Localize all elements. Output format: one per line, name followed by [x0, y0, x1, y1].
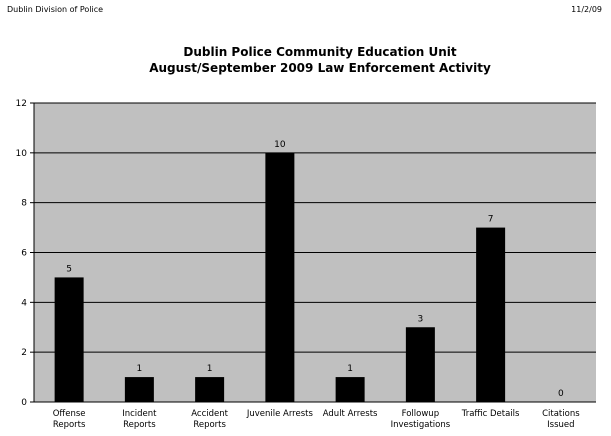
- chart-title: Dublin Police Community Education Unit: [183, 45, 457, 59]
- bar: [405, 327, 435, 402]
- x-tick-label: Adult Arrests: [323, 409, 378, 419]
- data-label: 0: [558, 389, 564, 399]
- header-organization: Dublin Division of Police: [7, 5, 104, 14]
- y-tick-label: 10: [16, 149, 28, 159]
- bar: [195, 377, 225, 402]
- chart-subtitle: August/September 2009 Law Enforcement Ac…: [149, 61, 491, 75]
- x-axis: OffenseReportsIncidentReportsAccidentRep…: [53, 409, 581, 430]
- bar: [265, 152, 295, 402]
- x-tick-label: Accident: [191, 409, 228, 419]
- data-label: 1: [347, 364, 353, 374]
- data-label: 1: [207, 364, 213, 374]
- x-tick-label: Citations: [542, 409, 580, 419]
- x-tick-label: Reports: [193, 420, 226, 430]
- x-tick-label: Issued: [547, 420, 574, 430]
- data-label: 3: [418, 314, 424, 324]
- y-tick-label: 2: [21, 348, 27, 358]
- data-label: 5: [66, 264, 72, 274]
- x-tick-label: Juvenile Arrests: [246, 409, 314, 419]
- bars: 5 1 1 10 1 3 7 0: [54, 140, 564, 402]
- bar: [124, 377, 154, 402]
- y-tick-label: 0: [21, 398, 27, 408]
- x-tick-label: Followup: [402, 409, 439, 419]
- data-label: 7: [488, 215, 494, 225]
- x-tick-label: Incident: [122, 409, 157, 419]
- bar: [476, 227, 506, 402]
- y-tick-label: 6: [21, 249, 27, 259]
- x-tick-label: Traffic Details: [461, 409, 520, 419]
- data-label: 1: [137, 364, 143, 374]
- bar: [54, 277, 84, 402]
- x-tick-label: Investigations: [391, 420, 451, 430]
- y-tick-label: 12: [16, 99, 27, 109]
- y-tick-label: 8: [21, 199, 27, 209]
- header-date: 11/2/09: [571, 5, 602, 14]
- x-tick-label: Reports: [123, 420, 156, 430]
- data-label: 10: [274, 140, 286, 150]
- x-tick-label: Offense: [53, 409, 86, 419]
- x-tick-label: Reports: [53, 420, 86, 430]
- bar: [335, 377, 365, 402]
- y-tick-label: 4: [21, 298, 27, 308]
